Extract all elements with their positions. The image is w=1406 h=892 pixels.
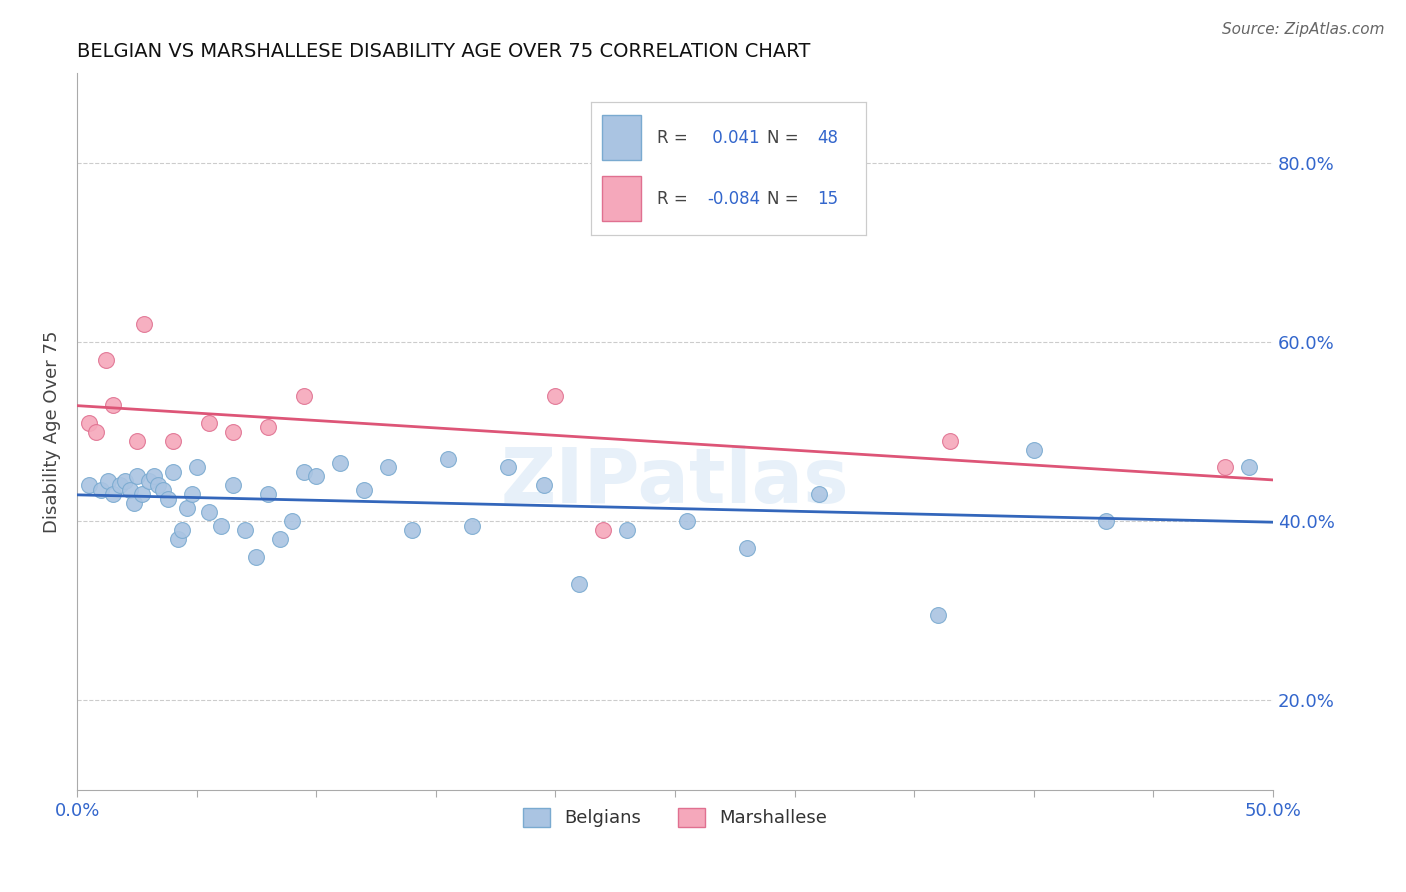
Point bbox=[269, 532, 291, 546]
Point bbox=[735, 541, 758, 555]
Point bbox=[544, 389, 567, 403]
Point bbox=[142, 469, 165, 483]
Point bbox=[568, 577, 591, 591]
Point bbox=[162, 434, 184, 448]
Text: Source: ZipAtlas.com: Source: ZipAtlas.com bbox=[1222, 22, 1385, 37]
Point bbox=[186, 460, 208, 475]
Point bbox=[939, 434, 962, 448]
Point bbox=[101, 487, 124, 501]
Point bbox=[496, 460, 519, 475]
Point bbox=[1213, 460, 1236, 475]
Legend: Belgians, Marshallese: Belgians, Marshallese bbox=[516, 801, 834, 835]
Point bbox=[676, 514, 699, 528]
Point bbox=[281, 514, 304, 528]
Point bbox=[377, 460, 399, 475]
Point bbox=[221, 478, 243, 492]
Point bbox=[233, 523, 256, 537]
Point bbox=[807, 487, 830, 501]
Point bbox=[94, 353, 117, 368]
Point bbox=[138, 474, 160, 488]
Point bbox=[152, 483, 174, 497]
Point bbox=[172, 523, 194, 537]
Text: BELGIAN VS MARSHALLESE DISABILITY AGE OVER 75 CORRELATION CHART: BELGIAN VS MARSHALLESE DISABILITY AGE OV… bbox=[77, 42, 810, 61]
Point bbox=[197, 416, 219, 430]
Point bbox=[616, 523, 638, 537]
Point bbox=[101, 398, 124, 412]
Point bbox=[1022, 442, 1045, 457]
Text: ZIPatlas: ZIPatlas bbox=[501, 445, 849, 519]
Point bbox=[77, 478, 100, 492]
Point bbox=[257, 420, 280, 434]
Point bbox=[77, 416, 100, 430]
Point bbox=[1237, 460, 1260, 475]
Point bbox=[197, 505, 219, 519]
Point bbox=[90, 483, 112, 497]
Point bbox=[461, 518, 484, 533]
Point bbox=[1094, 514, 1116, 528]
Point bbox=[148, 478, 170, 492]
Point bbox=[132, 317, 155, 331]
Point bbox=[125, 469, 148, 483]
Point bbox=[592, 523, 614, 537]
Point bbox=[257, 487, 280, 501]
Point bbox=[209, 518, 232, 533]
Point bbox=[131, 487, 153, 501]
Point bbox=[180, 487, 202, 501]
Point bbox=[401, 523, 423, 537]
Point bbox=[166, 532, 188, 546]
Point bbox=[162, 465, 184, 479]
Point bbox=[353, 483, 375, 497]
Point bbox=[221, 425, 243, 439]
Point bbox=[292, 465, 315, 479]
Point bbox=[533, 478, 555, 492]
Point bbox=[97, 474, 120, 488]
Y-axis label: Disability Age Over 75: Disability Age Over 75 bbox=[44, 330, 60, 533]
Point bbox=[114, 474, 136, 488]
Point bbox=[156, 491, 179, 506]
Point bbox=[125, 434, 148, 448]
Point bbox=[176, 500, 198, 515]
Point bbox=[84, 425, 107, 439]
Point bbox=[927, 608, 949, 623]
Point bbox=[292, 389, 315, 403]
Point bbox=[437, 451, 460, 466]
Point bbox=[118, 483, 141, 497]
Point bbox=[124, 496, 146, 510]
Point bbox=[245, 550, 267, 565]
Point bbox=[108, 478, 131, 492]
Point bbox=[305, 469, 328, 483]
Point bbox=[329, 456, 352, 470]
